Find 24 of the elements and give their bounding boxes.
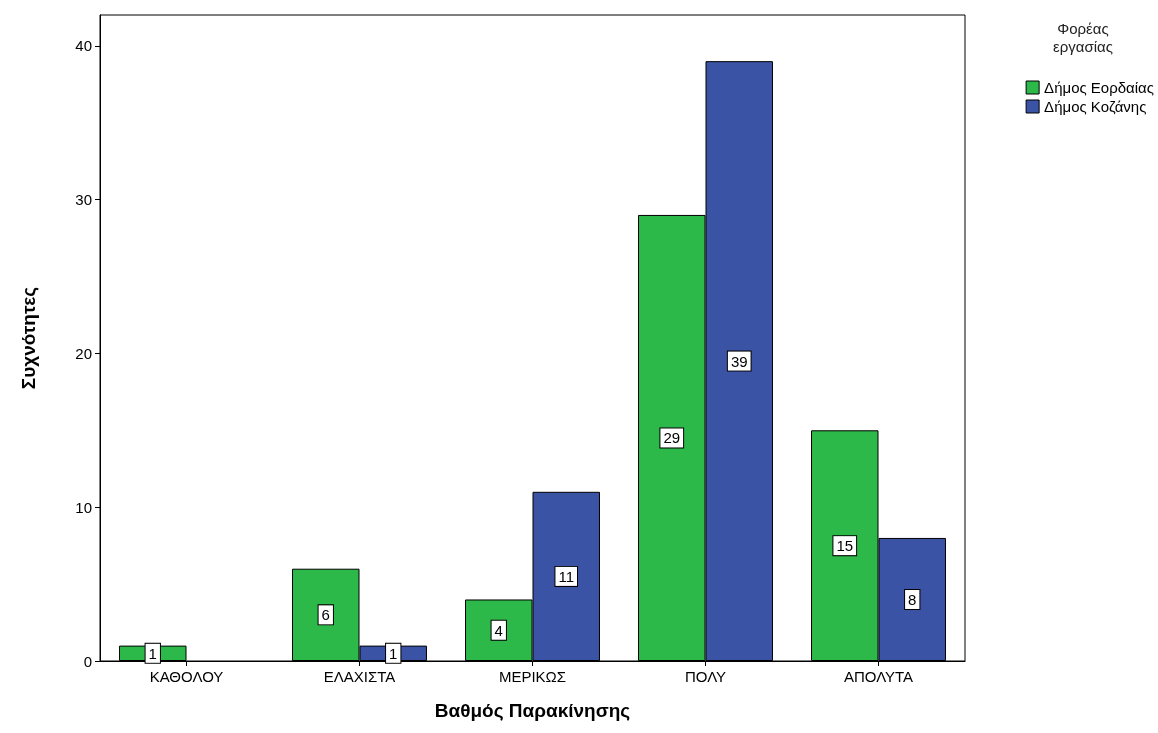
data-label: 1 [148,644,157,662]
x-tick-label: ΠΟΛΥ [684,668,727,685]
x-tick-label: ΜΕΡΙΚΩΣ [498,668,567,685]
data-label: 1 [389,644,398,662]
data-label: 6 [321,606,330,624]
y-tick-label: 30 [75,191,92,209]
y-tick-label: 10 [75,498,92,516]
data-label: 15 [836,537,854,555]
x-tick-label: ΕΛΑΧΙΣΤΑ [323,668,396,685]
x-tick-label: ΚΑΘΟΛΟΥ [149,668,224,685]
data-label: 11 [558,567,575,585]
data-label: 39 [730,352,748,370]
x-tick-label: ΑΠΟΛΥΤΑ [843,668,914,685]
data-label: 4 [494,621,503,639]
y-tick-label: 40 [75,37,92,55]
legend-title: Φορέας εργασίας [1053,19,1113,55]
y-axis-title: Συχνότητες [18,286,39,390]
y-tick-label: 20 [75,344,92,362]
x-axis-title: Βαθμός Παρακίνησης [434,700,631,721]
data-label: 29 [663,429,681,447]
y-tick-label: 0 [83,652,92,670]
legend-label: Δήμος Εορδαίας [1044,79,1155,96]
data-label: 8 [908,590,917,608]
legend-label: Δήμος Κοζάνης [1044,98,1147,115]
